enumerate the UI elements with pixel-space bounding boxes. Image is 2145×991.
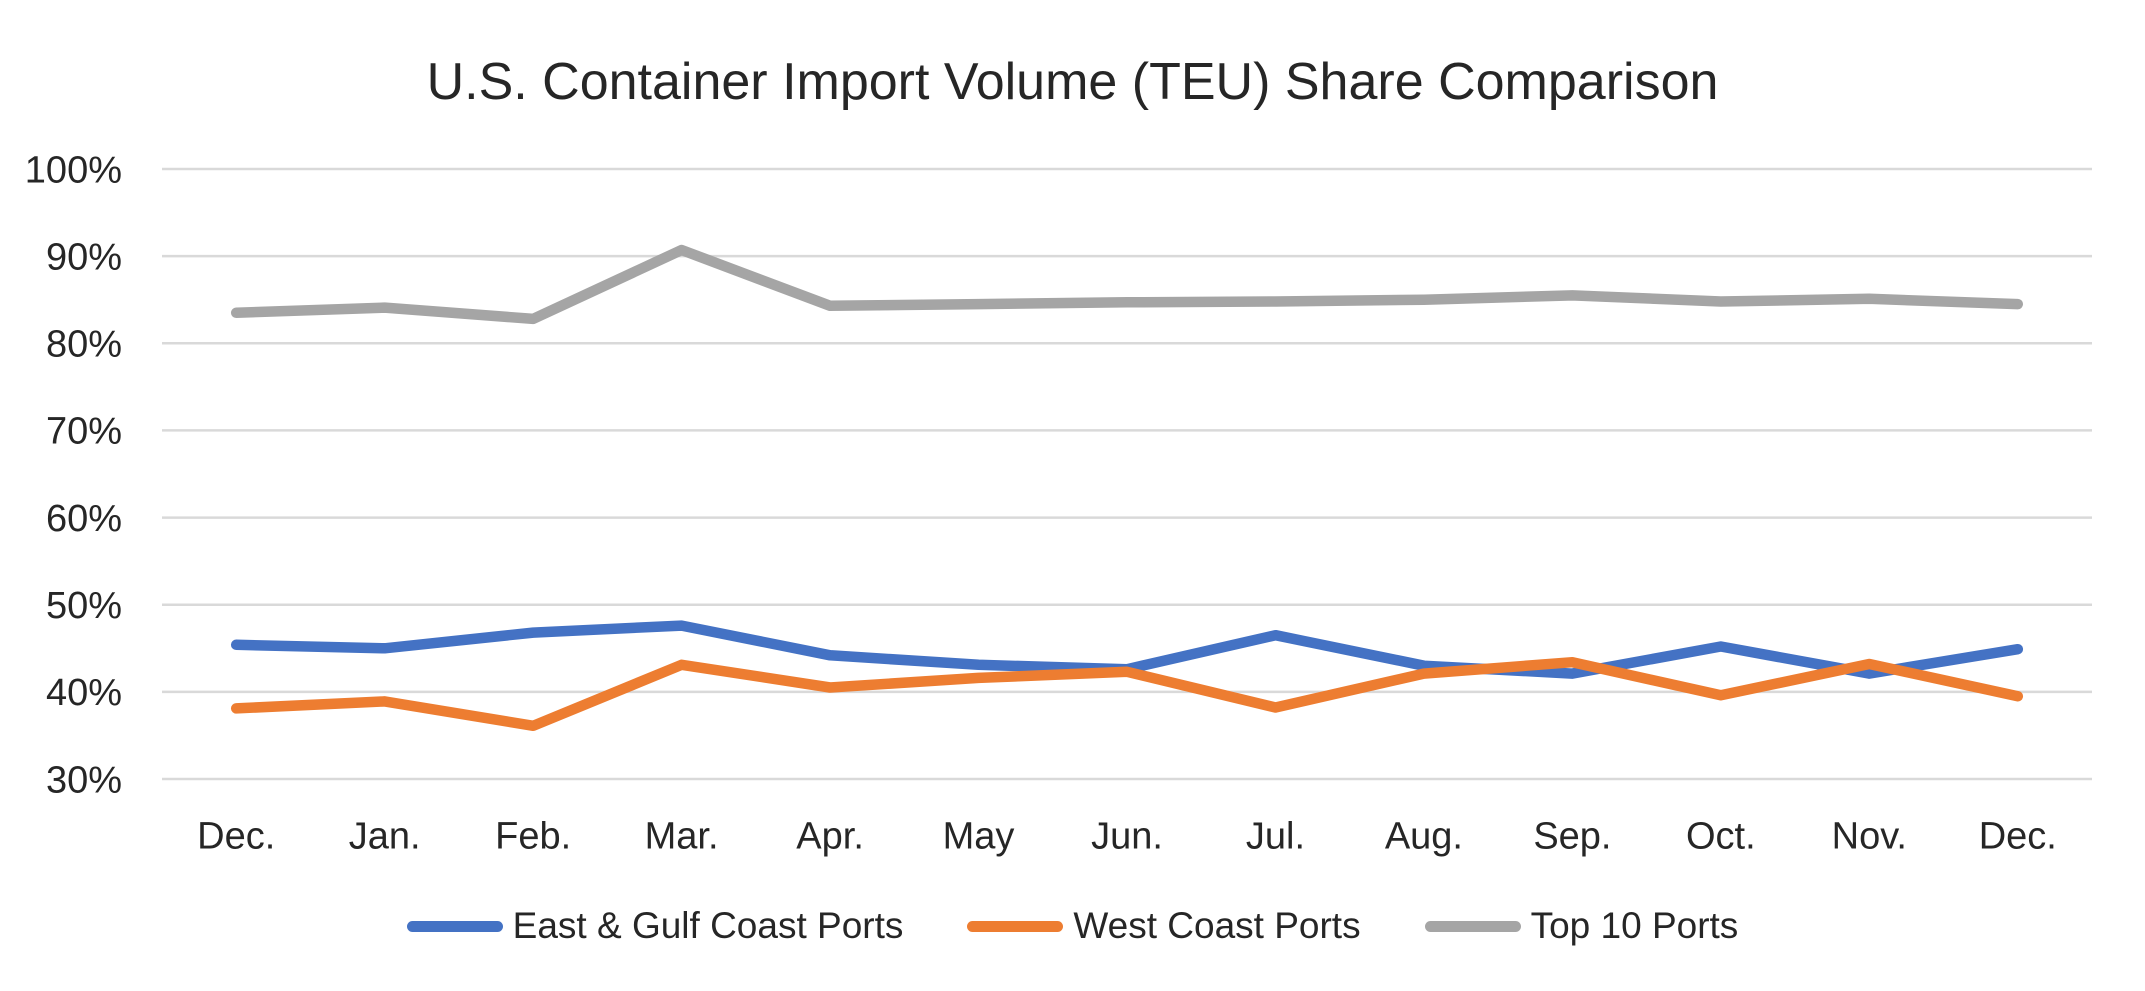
legend: East & Gulf Coast Ports West Coast Ports…: [0, 905, 2145, 947]
x-axis-label-5: May: [943, 815, 1015, 857]
x-axis-label-4: Apr.: [796, 815, 864, 857]
series-line-top-10-ports: [230, 244, 2024, 325]
legend-swatch-east-gulf-coast-ports: [406, 920, 503, 932]
series-line-east-gulf-coast-ports: [230, 620, 2024, 679]
legend-item-top-10-ports: Top 10 Ports: [1424, 905, 1739, 947]
x-axis-label-10: Oct.: [1686, 815, 1756, 857]
legend-swatch-top-10-ports: [1424, 920, 1521, 932]
chart-title: U.S. Container Import Volume (TEU) Share…: [426, 53, 1719, 111]
legend-label-top-10-ports: Top 10 Ports: [1530, 905, 1739, 946]
y-axis-tick-label-40: 40%: [46, 672, 122, 714]
x-axis-label-0: Dec.: [197, 815, 275, 857]
x-axis-label-3: Mar.: [645, 815, 719, 857]
x-axis-label-8: Aug.: [1385, 815, 1463, 857]
y-axis-tick-label-60: 60%: [46, 498, 122, 540]
y-axis-tick-label-90: 90%: [46, 236, 122, 278]
legend-item-east-gulf-coast-ports: East & Gulf Coast Ports: [406, 905, 904, 947]
legend-swatch-west-coast-ports: [967, 920, 1064, 932]
legend-label-west-coast-ports: West Coast Ports: [1073, 905, 1361, 946]
x-axis-label-12: Dec.: [1979, 815, 2057, 857]
y-axis-tick-label-80: 80%: [46, 324, 122, 366]
y-axis-tick-label-100: 100%: [25, 149, 122, 191]
x-axis-label-7: Jul.: [1246, 815, 1305, 857]
x-axis-label-1: Jan.: [349, 815, 421, 857]
legend-item-west-coast-ports: West Coast Ports: [967, 905, 1361, 947]
y-axis-tick-label-50: 50%: [46, 585, 122, 627]
x-axis-label-9: Sep.: [1533, 815, 1611, 857]
y-axis-tick-label-70: 70%: [46, 411, 122, 453]
x-axis-label-6: Jun.: [1091, 815, 1163, 857]
x-axis-label-11: Nov.: [1832, 815, 1907, 857]
series-line-west-coast-ports: [230, 656, 2024, 732]
legend-label-east-gulf-coast-ports: East & Gulf Coast Ports: [512, 905, 904, 946]
x-axis-label-2: Feb.: [495, 815, 571, 857]
y-axis-tick-label-30: 30%: [46, 759, 122, 801]
